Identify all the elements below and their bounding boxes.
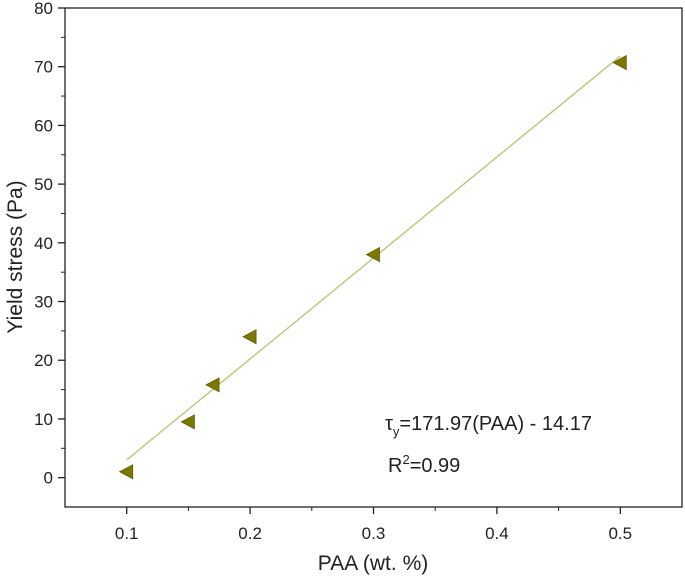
y-tick-label: 20 [34,351,53,370]
x-tick-label: 0.4 [485,524,509,543]
y-axis-ticks: 0 10 20 30 40 50 60 70 80 [34,0,65,488]
y-tick-label: 10 [34,410,53,429]
x-tick-label: 0.3 [362,524,386,543]
y-tick-label: 30 [34,293,53,312]
x-tick-label: 0.2 [238,524,262,543]
r2-superscript: 2 [402,452,409,467]
x-tick-label: 0.5 [608,524,632,543]
x-axis-ticks: 0.1 0.2 0.3 0.4 0.5 [115,507,632,543]
data-point [365,246,380,263]
data-point [205,377,220,393]
data-point [118,464,134,480]
y-tick-label: 40 [34,234,53,253]
r2-rest: =0.99 [410,455,461,477]
y-tick-label: 70 [34,58,53,77]
y-tick-label: 0 [44,469,53,488]
x-axis-title: PAA (wt. %) [318,552,428,575]
data-points-layer [118,54,627,480]
y-tick-label: 60 [34,116,53,135]
r-squared-annotation: R2=0.99 [388,452,460,477]
equation-rest: =171.97(PAA) - 14.17 [399,413,592,435]
equation-symbol: τ [385,413,393,435]
y-axis-title: Yield stress (Pa) [4,180,27,333]
data-point [612,54,627,71]
y-tick-label: 80 [34,0,53,18]
r2-prefix: R [388,455,402,477]
data-point [242,329,257,345]
y-tick-label: 50 [34,175,53,194]
x-tick-label: 0.1 [115,524,139,543]
equation-subscript: y [393,424,400,439]
data-point [180,414,195,430]
fit-equation-annotation: τy=171.97(PAA) - 14.17 [385,413,592,439]
